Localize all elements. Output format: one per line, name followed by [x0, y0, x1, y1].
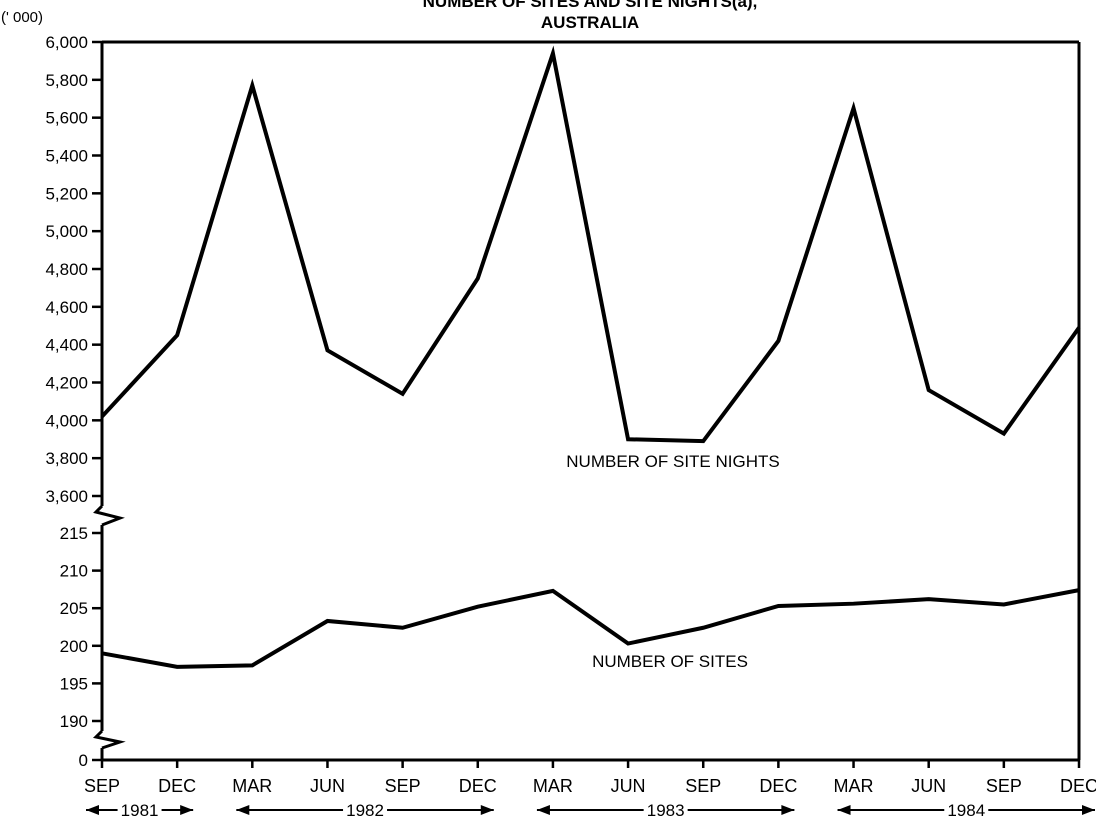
y-tick-label: 4,600: [45, 298, 88, 317]
year-label: 1981: [121, 801, 159, 820]
x-tick-label: DEC: [1060, 776, 1096, 796]
year-range-arrowhead: [837, 805, 851, 815]
x-tick-label: SEP: [385, 776, 421, 796]
x-tick-label: SEP: [986, 776, 1022, 796]
year-range-arrowhead: [86, 805, 99, 815]
y-tick-label: 210: [60, 562, 88, 581]
x-tick-label: JUN: [911, 776, 946, 796]
axes: [92, 40, 1081, 762]
year-range-arrowhead: [536, 805, 550, 815]
x-tick-label: DEC: [459, 776, 497, 796]
x-tick-label: DEC: [759, 776, 797, 796]
year-range-arrowhead: [1082, 805, 1095, 815]
y-tick-label: 4,800: [45, 260, 88, 279]
y-tick-label: 5,000: [45, 222, 88, 241]
y-tick-label: 215: [60, 524, 88, 543]
year-range-arrowhead: [781, 805, 795, 815]
year-label: 1982: [346, 801, 384, 820]
chart-title: NUMBER OF SITES AND SITE NIGHTS(a),: [423, 0, 758, 11]
y-tick-label: 0: [79, 751, 88, 770]
y-tick-label: 3,800: [45, 449, 88, 468]
y-tick-label: 5,800: [45, 71, 88, 90]
chart-subtitle: AUSTRALIA: [541, 13, 639, 32]
year-range-arrowhead: [480, 805, 494, 815]
series-line-site-nights: [100, 45, 1081, 444]
y-tick-label: 5,200: [45, 184, 88, 203]
y-tick-label: 200: [60, 637, 88, 656]
y-tick-label: 195: [60, 674, 88, 693]
x-axis-ticks: SEP DEC MAR JUN SEP DEC MAR JUN SEP DEC MAR JUN SEP D…: [84, 760, 1096, 820]
unit-label: (' 000): [1, 9, 43, 26]
y-axis-ticks: 3,600 3,800 4,000 4,200 4,400 4,600 4,800 5,000…: [45, 33, 102, 770]
y-tick-label: 190: [60, 712, 88, 731]
x-tick-label: MAR: [834, 776, 874, 796]
x-tick-label: MAR: [533, 776, 573, 796]
y-tick-label: 4,200: [45, 374, 88, 393]
y-tick-label: 205: [60, 599, 88, 618]
x-tick-label: MAR: [232, 776, 272, 796]
x-tick-label: JUN: [310, 776, 345, 796]
y-tick-label: 4,400: [45, 336, 88, 355]
axis-break-upper: [93, 504, 125, 527]
year-range-arrowhead: [180, 805, 194, 815]
year-range-arrowhead: [236, 805, 250, 815]
x-tick-label: JUN: [611, 776, 646, 796]
x-tick-label: SEP: [84, 776, 120, 796]
series-label-sites: NUMBER OF SITES: [592, 652, 748, 671]
series-line-sites: [101, 588, 1080, 669]
series-label-site-nights: NUMBER OF SITE NIGHTS: [566, 452, 779, 471]
series-lines: [100, 45, 1081, 669]
x-tick-label: SEP: [685, 776, 721, 796]
year-label: 1984: [947, 801, 985, 820]
y-tick-label: 5,600: [45, 109, 88, 128]
x-tick-label: DEC: [158, 776, 196, 796]
y-tick-label: 3,600: [45, 487, 88, 506]
y-tick-label: 5,400: [45, 147, 88, 166]
axis-break-lower: [92, 729, 126, 750]
year-label: 1983: [647, 801, 685, 820]
y-tick-label: 6,000: [45, 33, 88, 52]
y-tick-label: 4,000: [45, 411, 88, 430]
